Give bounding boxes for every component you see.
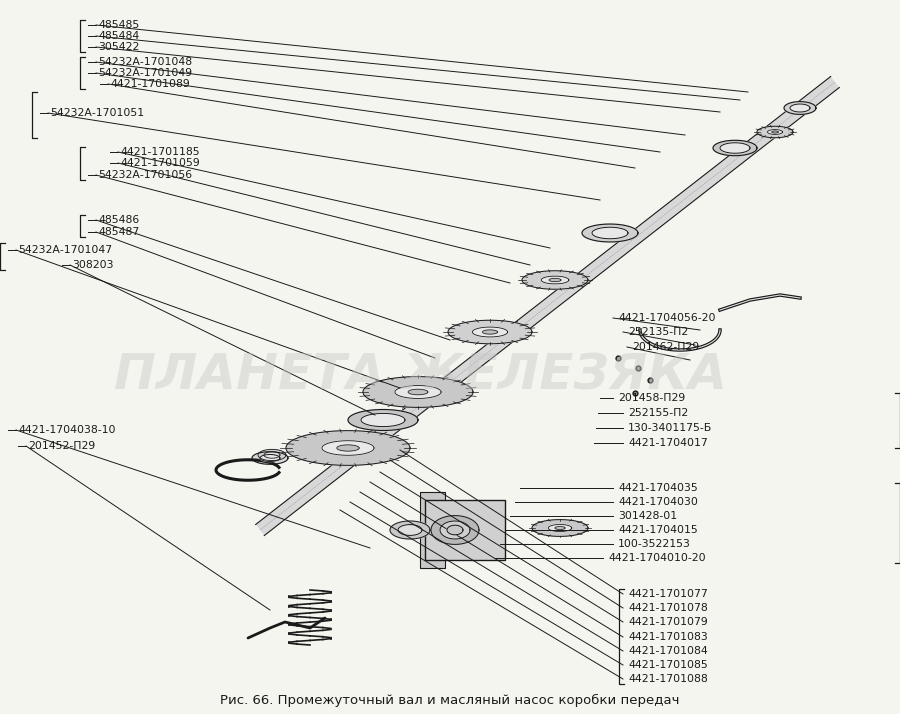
Text: 485486: 485486 bbox=[98, 215, 140, 225]
Polygon shape bbox=[720, 143, 750, 154]
Polygon shape bbox=[757, 126, 793, 138]
Polygon shape bbox=[252, 452, 288, 464]
Text: 4421-1701085: 4421-1701085 bbox=[628, 660, 707, 670]
Text: 4421-1701185: 4421-1701185 bbox=[120, 147, 200, 157]
Text: 4421-1701078: 4421-1701078 bbox=[628, 603, 707, 613]
Polygon shape bbox=[555, 526, 565, 530]
Text: 4421-1704015: 4421-1704015 bbox=[618, 525, 698, 535]
Polygon shape bbox=[472, 327, 508, 337]
Text: 4421-1701089: 4421-1701089 bbox=[110, 79, 190, 89]
Polygon shape bbox=[582, 224, 638, 242]
Polygon shape bbox=[256, 76, 840, 536]
Text: 4421-1701088: 4421-1701088 bbox=[628, 674, 707, 684]
Polygon shape bbox=[790, 104, 810, 112]
Text: 54232А-1701056: 54232А-1701056 bbox=[98, 170, 192, 180]
Text: 252155-П2: 252155-П2 bbox=[628, 408, 688, 418]
Text: 252135-П2: 252135-П2 bbox=[628, 327, 688, 337]
Text: 54232А-1701047: 54232А-1701047 bbox=[18, 245, 112, 255]
Text: 4421-1704017: 4421-1704017 bbox=[628, 438, 707, 448]
Polygon shape bbox=[264, 452, 280, 458]
Text: 4421-1704038-10: 4421-1704038-10 bbox=[18, 425, 115, 435]
Text: 4421-1704010-20: 4421-1704010-20 bbox=[608, 553, 706, 563]
Text: 305422: 305422 bbox=[98, 42, 140, 52]
Polygon shape bbox=[425, 500, 505, 560]
Polygon shape bbox=[784, 101, 816, 114]
Polygon shape bbox=[447, 526, 463, 535]
Polygon shape bbox=[348, 410, 418, 431]
Polygon shape bbox=[286, 431, 410, 466]
Polygon shape bbox=[482, 330, 498, 334]
Polygon shape bbox=[395, 386, 441, 398]
Text: 4421-1701083: 4421-1701083 bbox=[628, 632, 707, 642]
Polygon shape bbox=[408, 389, 427, 395]
Text: 54232А-1701048: 54232А-1701048 bbox=[98, 57, 192, 67]
Polygon shape bbox=[768, 129, 783, 134]
Polygon shape bbox=[390, 521, 430, 539]
Polygon shape bbox=[522, 271, 588, 289]
Text: 308203: 308203 bbox=[72, 260, 113, 270]
Polygon shape bbox=[448, 321, 532, 343]
Text: 485487: 485487 bbox=[98, 227, 140, 237]
Polygon shape bbox=[713, 140, 757, 156]
Polygon shape bbox=[337, 445, 359, 451]
Text: 301428-01: 301428-01 bbox=[618, 511, 677, 521]
Polygon shape bbox=[548, 525, 572, 531]
Polygon shape bbox=[363, 376, 473, 408]
Text: 4421-1704056-20: 4421-1704056-20 bbox=[618, 313, 716, 323]
Text: 4421-1704035: 4421-1704035 bbox=[618, 483, 698, 493]
Text: 4421-1701059: 4421-1701059 bbox=[120, 158, 200, 168]
Text: 4421-1701084: 4421-1701084 bbox=[628, 646, 707, 656]
Text: 201452-П29: 201452-П29 bbox=[28, 441, 95, 451]
Polygon shape bbox=[361, 413, 405, 426]
Polygon shape bbox=[398, 525, 422, 536]
Text: 100-3522153: 100-3522153 bbox=[618, 539, 691, 549]
Text: 485484: 485484 bbox=[98, 31, 140, 41]
Polygon shape bbox=[772, 131, 778, 133]
Polygon shape bbox=[260, 455, 280, 461]
Polygon shape bbox=[431, 516, 479, 544]
Text: 54232А-1701049: 54232А-1701049 bbox=[98, 68, 192, 78]
Text: Рис. 66. Промежуточный вал и масляный насос коробки передач: Рис. 66. Промежуточный вал и масляный на… bbox=[220, 693, 680, 707]
Polygon shape bbox=[549, 278, 561, 281]
Polygon shape bbox=[322, 441, 374, 456]
Polygon shape bbox=[592, 227, 628, 238]
Polygon shape bbox=[541, 276, 569, 284]
Polygon shape bbox=[532, 520, 588, 536]
Polygon shape bbox=[258, 449, 286, 461]
Text: 130-3401175-Б: 130-3401175-Б bbox=[628, 423, 712, 433]
Text: 201458-П29: 201458-П29 bbox=[618, 393, 685, 403]
Text: 485485: 485485 bbox=[98, 20, 140, 30]
Text: 4421-1701077: 4421-1701077 bbox=[628, 589, 707, 599]
Text: ПЛАНЕТА ЖЕЛЕЗЯКА: ПЛАНЕТА ЖЕЛЕЗЯКА bbox=[113, 351, 726, 399]
Polygon shape bbox=[440, 521, 470, 539]
Text: 4421-1701079: 4421-1701079 bbox=[628, 617, 707, 627]
Text: 54232А-1701051: 54232А-1701051 bbox=[50, 108, 144, 118]
Text: 4421-1704030: 4421-1704030 bbox=[618, 497, 698, 507]
Polygon shape bbox=[420, 492, 445, 568]
Text: 201462-П29: 201462-П29 bbox=[632, 342, 699, 352]
